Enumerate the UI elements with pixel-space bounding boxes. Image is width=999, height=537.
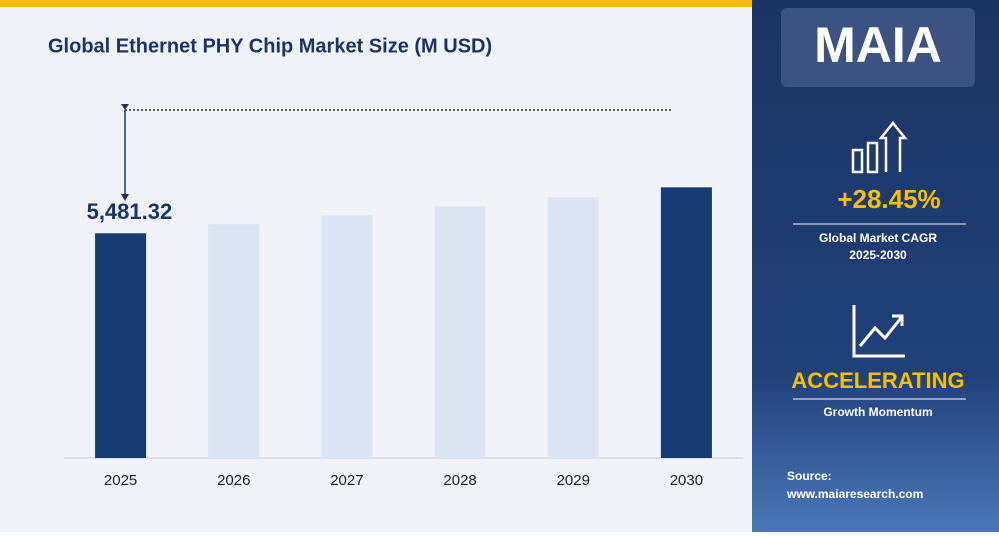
x-tick-label: 2026 bbox=[217, 472, 250, 489]
chart-title: Global Ethernet PHY Chip Market Size (M … bbox=[48, 35, 492, 57]
x-tick-label: 2030 bbox=[670, 472, 703, 489]
value-label: 5,481.32 bbox=[87, 199, 173, 224]
side-panel bbox=[752, 0, 999, 532]
bar bbox=[95, 233, 147, 458]
arrow-head bbox=[121, 104, 129, 110]
bar bbox=[547, 197, 599, 458]
x-tick-label: 2028 bbox=[443, 472, 476, 489]
cagr-label: Global Market CAGR bbox=[819, 231, 937, 245]
cagr-label: 2025-2030 bbox=[849, 248, 907, 262]
top-accent bbox=[0, 0, 752, 7]
momentum-label: Growth Momentum bbox=[823, 405, 932, 419]
x-tick-label: 2027 bbox=[330, 472, 363, 489]
x-tick-label: 2029 bbox=[557, 472, 590, 489]
source-url: www.maiaresearch.com bbox=[786, 487, 923, 501]
trend-icon bbox=[852, 305, 905, 358]
bar bbox=[208, 224, 260, 458]
logo-box bbox=[781, 8, 975, 87]
momentum-value: ACCELERATING bbox=[791, 368, 964, 393]
cagr-value: +28.45% bbox=[837, 184, 940, 214]
bar bbox=[660, 187, 712, 458]
bar bbox=[321, 215, 373, 458]
x-tick-label: 2025 bbox=[104, 472, 137, 489]
logo: MAIA bbox=[814, 17, 942, 73]
plot: 2025 5,481.32 2026 2027 2028 2029 2030 bbox=[87, 187, 712, 489]
source-label: Source: bbox=[787, 469, 832, 483]
growth-icon bbox=[851, 120, 908, 174]
bar bbox=[434, 206, 486, 458]
arrow-head bbox=[121, 194, 129, 201]
